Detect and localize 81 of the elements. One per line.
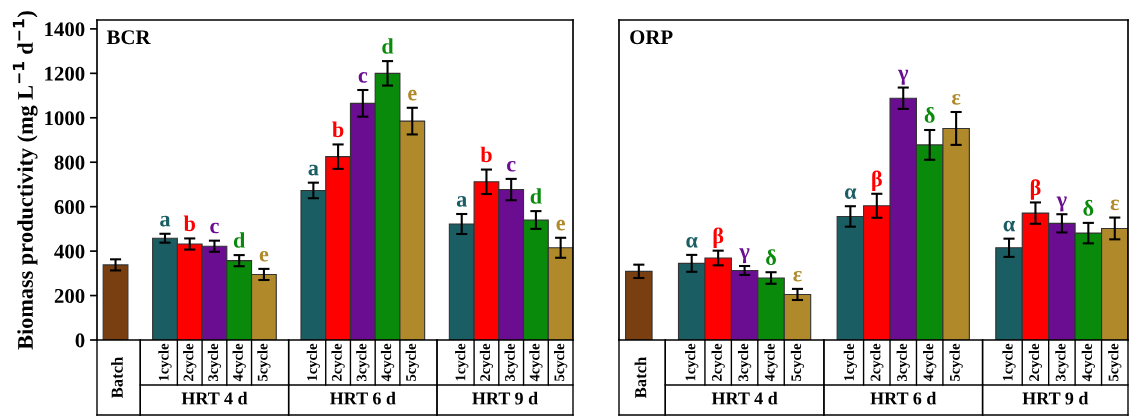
data-label: e bbox=[259, 250, 269, 262]
x-tick-label: 3cycle bbox=[737, 343, 752, 381]
data-label: ε bbox=[951, 94, 961, 105]
chart-title: BCR bbox=[106, 30, 151, 45]
data-label: β bbox=[713, 227, 724, 248]
x-tick-label: 5cycle bbox=[554, 343, 568, 381]
data-label: b bbox=[480, 146, 492, 163]
text: HRT 4 d bbox=[181, 391, 248, 405]
data-label: α bbox=[686, 236, 698, 248]
x-tick-label: 3cycle bbox=[896, 343, 910, 381]
text: HRT 4 d bbox=[711, 391, 778, 405]
x-tick-label: 2cycle bbox=[1028, 343, 1043, 381]
bar bbox=[102, 264, 129, 340]
x-tick-label: 4cycle bbox=[1081, 343, 1095, 382]
y-tick-label: 1000 bbox=[45, 111, 85, 126]
data-label: γ bbox=[897, 69, 909, 85]
y-tick-label: 200 bbox=[54, 288, 85, 303]
data-label: c bbox=[507, 160, 516, 172]
bar bbox=[625, 270, 653, 340]
data-label: γ bbox=[739, 248, 750, 264]
y-tick-label: 0 bbox=[75, 333, 85, 348]
data-label: γ bbox=[1056, 196, 1067, 212]
x-tick-label: 4cycle bbox=[380, 343, 395, 382]
data-label: d bbox=[233, 232, 246, 248]
data-label: δ bbox=[766, 249, 776, 266]
x-tick-label: 1cycle bbox=[306, 343, 320, 381]
x-tick-label: 1cycle bbox=[685, 343, 699, 381]
data-label: a bbox=[160, 215, 171, 227]
data-label: d bbox=[382, 38, 394, 54]
x-tick-label: 1cycle bbox=[1002, 343, 1016, 381]
x-tick-label: 5cycle bbox=[405, 343, 419, 381]
data-label: δ bbox=[1083, 199, 1094, 216]
x-tick-label: 2cycle bbox=[870, 343, 884, 381]
x-tick-label: 2cycle bbox=[711, 343, 725, 381]
x-tick-label: 1cycle bbox=[158, 343, 172, 381]
data-label: ε bbox=[1110, 199, 1120, 211]
x-tick-label: 4cycle bbox=[529, 343, 543, 382]
x-tick-label: Batch bbox=[634, 356, 647, 399]
y-tick-label: 1200 bbox=[45, 66, 85, 81]
x-tick-label: 4cycle bbox=[764, 343, 778, 382]
data-label: β bbox=[1030, 179, 1041, 200]
data-label: β bbox=[872, 170, 882, 191]
text: HRT 9 d bbox=[472, 391, 538, 405]
x-tick-label: 1cycle bbox=[455, 343, 469, 381]
x-tick-label: 3cycle bbox=[356, 343, 370, 381]
y-tick-label: 600 bbox=[54, 200, 85, 215]
x-tick-label: 4cycle bbox=[923, 343, 937, 382]
text: HRT 6 d bbox=[329, 391, 396, 405]
data-label: a bbox=[308, 164, 319, 176]
x-tick-label: 3cycle bbox=[207, 343, 222, 381]
data-label: ε bbox=[793, 270, 802, 282]
x-tick-label: 2cycle bbox=[183, 343, 197, 381]
y-tick-label: 400 bbox=[54, 244, 85, 259]
chart-title: ORP bbox=[630, 30, 673, 45]
data-label: α bbox=[844, 188, 857, 199]
data-label: e bbox=[556, 219, 565, 231]
y-tick-label: 800 bbox=[54, 155, 85, 170]
text: HRT 9 d bbox=[1022, 391, 1089, 405]
y-tick-label: 1400 bbox=[45, 22, 85, 37]
x-tick-label: 3cycle bbox=[1055, 343, 1069, 381]
data-label: α bbox=[1003, 220, 1015, 232]
x-tick-label: Batch bbox=[111, 356, 123, 399]
x-tick-label: 3cycle bbox=[504, 343, 518, 381]
x-tick-label: 5cycle bbox=[257, 343, 271, 381]
x-tick-label: 4cycle bbox=[232, 343, 246, 382]
x-tick-label: 2cycle bbox=[331, 343, 345, 381]
x-tick-label: 5cycle bbox=[790, 343, 805, 381]
data-label: δ bbox=[924, 106, 935, 123]
data-label: b bbox=[332, 121, 344, 138]
x-tick-label: 5cycle bbox=[949, 343, 963, 381]
data-label: e bbox=[408, 89, 417, 101]
x-tick-label: 2cycle bbox=[479, 343, 494, 381]
data-label: b bbox=[183, 215, 196, 232]
data-label: a bbox=[456, 196, 467, 207]
y-axis-title: Biomass productivity (mg L$^{−1}$ d$^{−1}$) bbox=[12, 11, 38, 350]
x-tick-label: 1cycle bbox=[843, 343, 857, 381]
text: HRT 6 d bbox=[870, 391, 937, 405]
data-label: c bbox=[358, 72, 368, 83]
x-tick-label: 5cycle bbox=[1108, 343, 1122, 381]
data-label: d bbox=[530, 188, 542, 204]
data-label: c bbox=[210, 222, 219, 234]
